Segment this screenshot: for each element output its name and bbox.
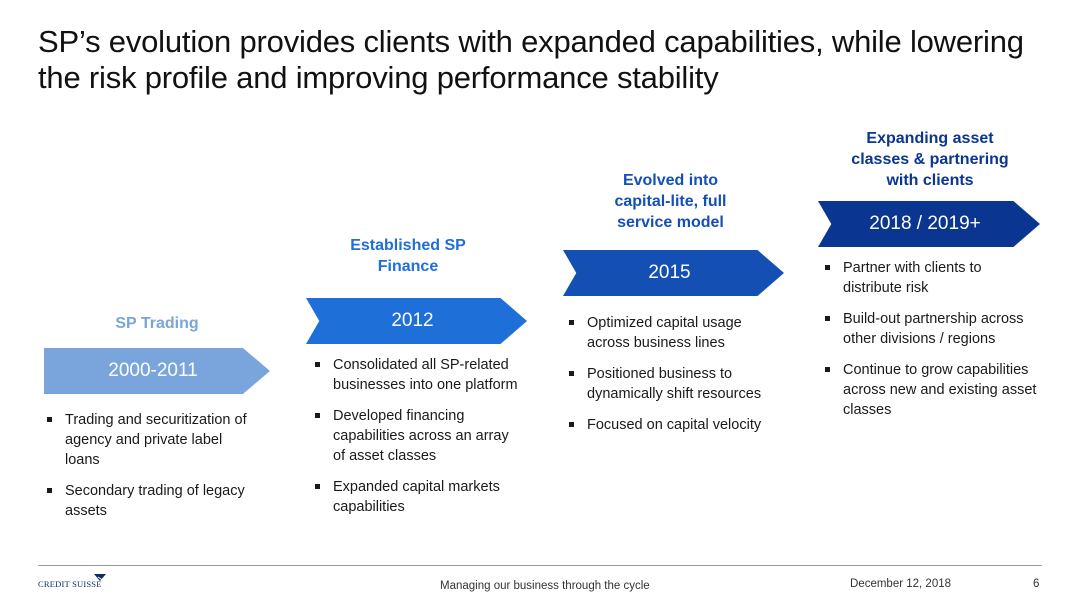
bullet-item: Trading and securitization of agency and…: [44, 410, 259, 470]
timeline-arrow-2000-2011: 2000-2011: [44, 348, 270, 394]
stage-heading-expanding: Expanding asset classes & partnering wit…: [851, 130, 1009, 189]
bullet-item: Secondary trading of legacy assets: [44, 481, 259, 521]
stage-heading-capital-lite: Evolved into capital-lite, full service …: [614, 172, 727, 231]
footer-date: December 12, 2018: [850, 578, 952, 590]
timeline-arrow-2015: 2015: [563, 250, 784, 296]
bullet-item: Partner with clients to distribute risk: [822, 258, 1044, 298]
bullet-item: Focused on capital velocity: [566, 415, 776, 435]
bullet-item: Build-out partnership across other divis…: [822, 309, 1044, 349]
timeline-period-label: 2018 / 2019+: [869, 213, 981, 234]
timeline-arrow-2012: 2012: [306, 298, 527, 344]
stage-heading-sp-trading: SP Trading: [115, 315, 199, 332]
bullet-item: Optimized capital usage across business …: [566, 313, 776, 353]
bullet-item: Developed financing capabilities across …: [312, 406, 522, 466]
bullet-item: Expanded capital markets capabilities: [312, 477, 522, 517]
logo-text: CREDIT SUISSE: [38, 579, 102, 589]
stage-bullets-sp-finance: Consolidated all SP-related businesses i…: [312, 355, 522, 528]
footer-tagline: Managing our business through the cycle: [440, 580, 650, 592]
stage-heading-sp-finance: Established SP Finance: [350, 237, 466, 275]
footer-divider: [38, 565, 1042, 566]
bullet-item: Positioned business to dynamically shift…: [566, 364, 776, 404]
stage-bullets-capital-lite: Optimized capital usage across business …: [566, 313, 776, 446]
timeline-period-label: 2015: [648, 262, 691, 283]
timeline-period-label: 2000-2011: [108, 360, 198, 381]
credit-suisse-logo: CREDIT SUISSE: [38, 574, 106, 589]
timeline-arrow-2018-2019: 2018 / 2019+: [818, 201, 1040, 247]
slide-title: SP’s evolution provides clients with exp…: [38, 24, 1024, 95]
timeline-period-label: 2012: [391, 310, 434, 331]
bullet-item: Continue to grow capabilities across new…: [822, 360, 1044, 420]
stage-bullets-expanding: Partner with clients to distribute risk …: [822, 258, 1044, 431]
page-number: 6: [1033, 578, 1040, 590]
stage-bullets-sp-trading: Trading and securitization of agency and…: [44, 410, 259, 532]
bullet-item: Consolidated all SP-related businesses i…: [312, 355, 522, 395]
